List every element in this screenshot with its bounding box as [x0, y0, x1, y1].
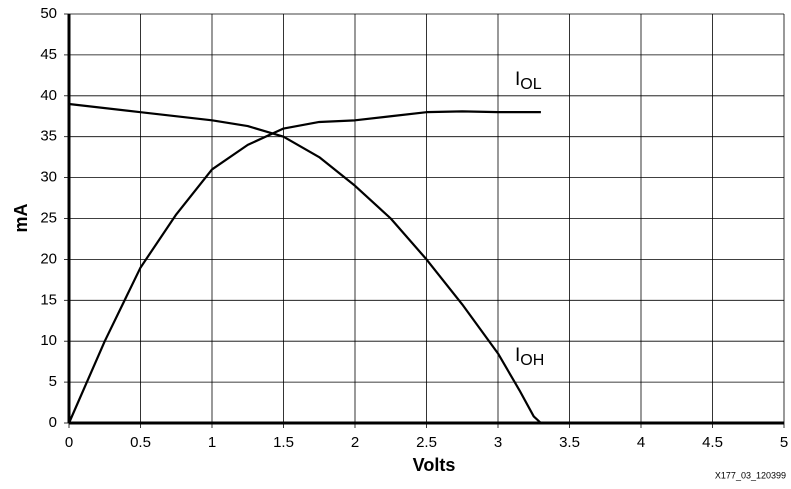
series-label-main: I — [515, 345, 520, 366]
x-tick-label: 1 — [208, 434, 216, 451]
series-label: IOL — [515, 69, 542, 93]
series-line — [68, 102, 542, 424]
series-line — [67, 110, 541, 424]
y-tick-label: 35 — [40, 128, 57, 145]
x-tick-label: 4.5 — [702, 434, 723, 451]
series-label: IOH — [515, 345, 544, 369]
y-tick-label: 10 — [40, 332, 57, 349]
series-label-sub: OH — [520, 352, 544, 369]
series-label-sub: OL — [520, 76, 541, 93]
y-tick-label: 5 — [49, 373, 57, 390]
x-tick-label: 1.5 — [273, 434, 294, 451]
y-tick-label: 25 — [40, 209, 57, 226]
series-label-main: I — [515, 69, 520, 90]
y-tick-label: 40 — [40, 87, 57, 104]
x-tick-label: 0 — [65, 434, 73, 451]
y-tick-label: 15 — [40, 291, 57, 308]
y-tick-label: 20 — [40, 250, 57, 267]
x-tick-label: 0.5 — [130, 434, 151, 451]
y-tick-label: 30 — [40, 169, 57, 186]
x-tick-label: 4 — [637, 434, 645, 451]
y-tick-label: 50 — [40, 5, 57, 22]
x-tick-label: 3 — [494, 434, 502, 451]
x-tick-label: 3.5 — [559, 434, 580, 451]
y-tick-label: 45 — [40, 46, 57, 63]
y-tick-label: 0 — [49, 414, 57, 431]
x-tick-label: 2.5 — [416, 434, 437, 451]
x-tick-label: 2 — [351, 434, 359, 451]
x-axis-label: Volts — [413, 455, 456, 475]
y-axis-label: mA — [11, 203, 31, 232]
footnote: X177_03_120399 — [715, 470, 786, 480]
x-tick-label: 5 — [780, 434, 788, 451]
